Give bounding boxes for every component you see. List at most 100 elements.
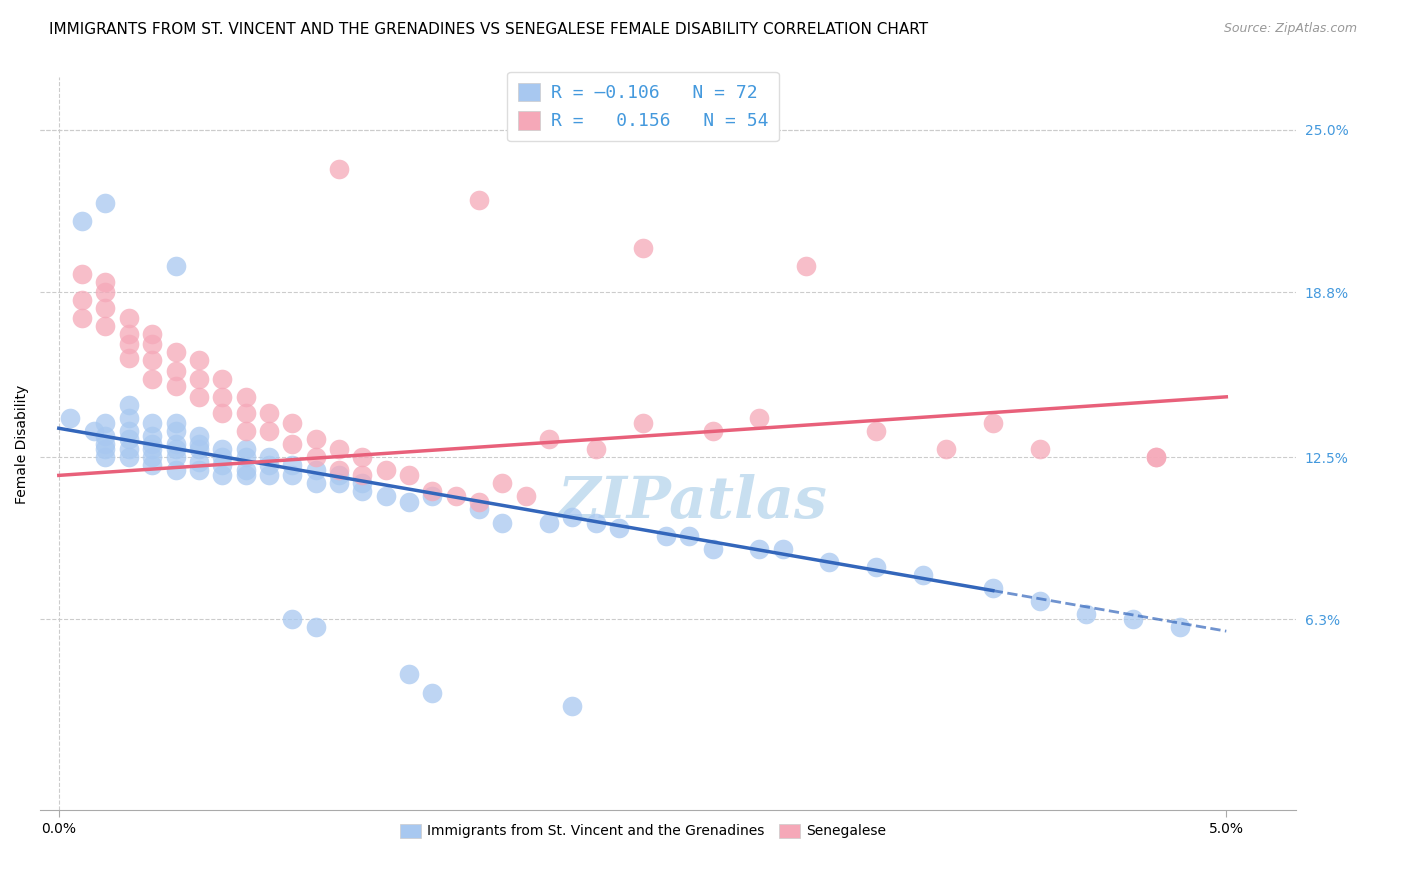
Point xyxy=(94,319,117,334)
Point xyxy=(118,311,141,326)
Point xyxy=(211,450,233,464)
Point xyxy=(118,326,141,341)
Point xyxy=(491,476,513,491)
Point xyxy=(374,463,396,477)
Point xyxy=(561,698,583,713)
Point xyxy=(422,686,444,700)
Point xyxy=(585,516,607,530)
Point xyxy=(118,442,141,457)
Legend: Immigrants from St. Vincent and the Grenadines, Senegalese: Immigrants from St. Vincent and the Gren… xyxy=(394,818,891,844)
Point xyxy=(631,241,654,255)
Point xyxy=(702,424,724,438)
Point xyxy=(235,405,257,419)
Point xyxy=(165,364,187,378)
Point xyxy=(398,494,420,508)
Point xyxy=(607,521,630,535)
Point xyxy=(235,424,257,438)
Point xyxy=(491,516,513,530)
Point xyxy=(352,476,374,491)
Point xyxy=(94,285,117,299)
Point xyxy=(187,353,209,368)
Point xyxy=(211,442,233,457)
Point xyxy=(70,267,93,281)
Point xyxy=(118,410,141,425)
Point xyxy=(865,424,887,438)
Point xyxy=(281,612,304,626)
Text: IMMIGRANTS FROM ST. VINCENT AND THE GRENADINES VS SENEGALESE FEMALE DISABILITY C: IMMIGRANTS FROM ST. VINCENT AND THE GREN… xyxy=(49,22,928,37)
Point xyxy=(1168,620,1191,634)
Point xyxy=(118,337,141,351)
Point xyxy=(257,450,280,464)
Point xyxy=(165,424,187,438)
Point xyxy=(118,398,141,412)
Point xyxy=(70,214,93,228)
Point xyxy=(211,458,233,472)
Point xyxy=(257,405,280,419)
Point xyxy=(281,437,304,451)
Point xyxy=(281,468,304,483)
Point xyxy=(257,458,280,472)
Point xyxy=(70,293,93,307)
Point xyxy=(352,468,374,483)
Point xyxy=(118,424,141,438)
Point xyxy=(118,351,141,365)
Point xyxy=(187,390,209,404)
Point xyxy=(187,429,209,443)
Point xyxy=(94,301,117,315)
Point xyxy=(187,437,209,451)
Point xyxy=(281,416,304,430)
Point xyxy=(702,541,724,556)
Point xyxy=(141,353,163,368)
Point xyxy=(468,494,491,508)
Point xyxy=(328,162,350,177)
Point xyxy=(94,196,117,211)
Point xyxy=(141,371,163,385)
Point xyxy=(94,416,117,430)
Point xyxy=(187,371,209,385)
Point xyxy=(444,489,467,503)
Point xyxy=(281,458,304,472)
Point xyxy=(352,450,374,464)
Point xyxy=(328,468,350,483)
Point xyxy=(211,371,233,385)
Point xyxy=(352,484,374,499)
Point xyxy=(865,560,887,574)
Text: ZIPatlas: ZIPatlas xyxy=(558,475,828,531)
Point xyxy=(165,379,187,393)
Point xyxy=(1028,442,1050,457)
Point xyxy=(748,541,770,556)
Point xyxy=(94,442,117,457)
Point xyxy=(374,489,396,503)
Point xyxy=(818,555,841,569)
Point xyxy=(235,390,257,404)
Point xyxy=(141,337,163,351)
Point xyxy=(165,442,187,457)
Point xyxy=(422,484,444,499)
Point xyxy=(94,275,117,289)
Point xyxy=(59,410,82,425)
Text: Source: ZipAtlas.com: Source: ZipAtlas.com xyxy=(1223,22,1357,36)
Point xyxy=(911,567,934,582)
Point xyxy=(94,429,117,443)
Point xyxy=(981,416,1004,430)
Point xyxy=(235,463,257,477)
Point xyxy=(187,455,209,469)
Point xyxy=(468,194,491,208)
Point xyxy=(94,450,117,464)
Y-axis label: Female Disability: Female Disability xyxy=(15,384,30,504)
Point xyxy=(304,463,326,477)
Point xyxy=(118,450,141,464)
Point xyxy=(141,437,163,451)
Point xyxy=(235,450,257,464)
Point xyxy=(538,516,561,530)
Point xyxy=(981,581,1004,595)
Point xyxy=(1076,607,1098,621)
Point xyxy=(398,468,420,483)
Point xyxy=(1028,594,1050,608)
Point xyxy=(678,528,700,542)
Point xyxy=(772,541,794,556)
Point xyxy=(304,620,326,634)
Point xyxy=(1122,612,1144,626)
Point xyxy=(304,432,326,446)
Point xyxy=(83,424,105,438)
